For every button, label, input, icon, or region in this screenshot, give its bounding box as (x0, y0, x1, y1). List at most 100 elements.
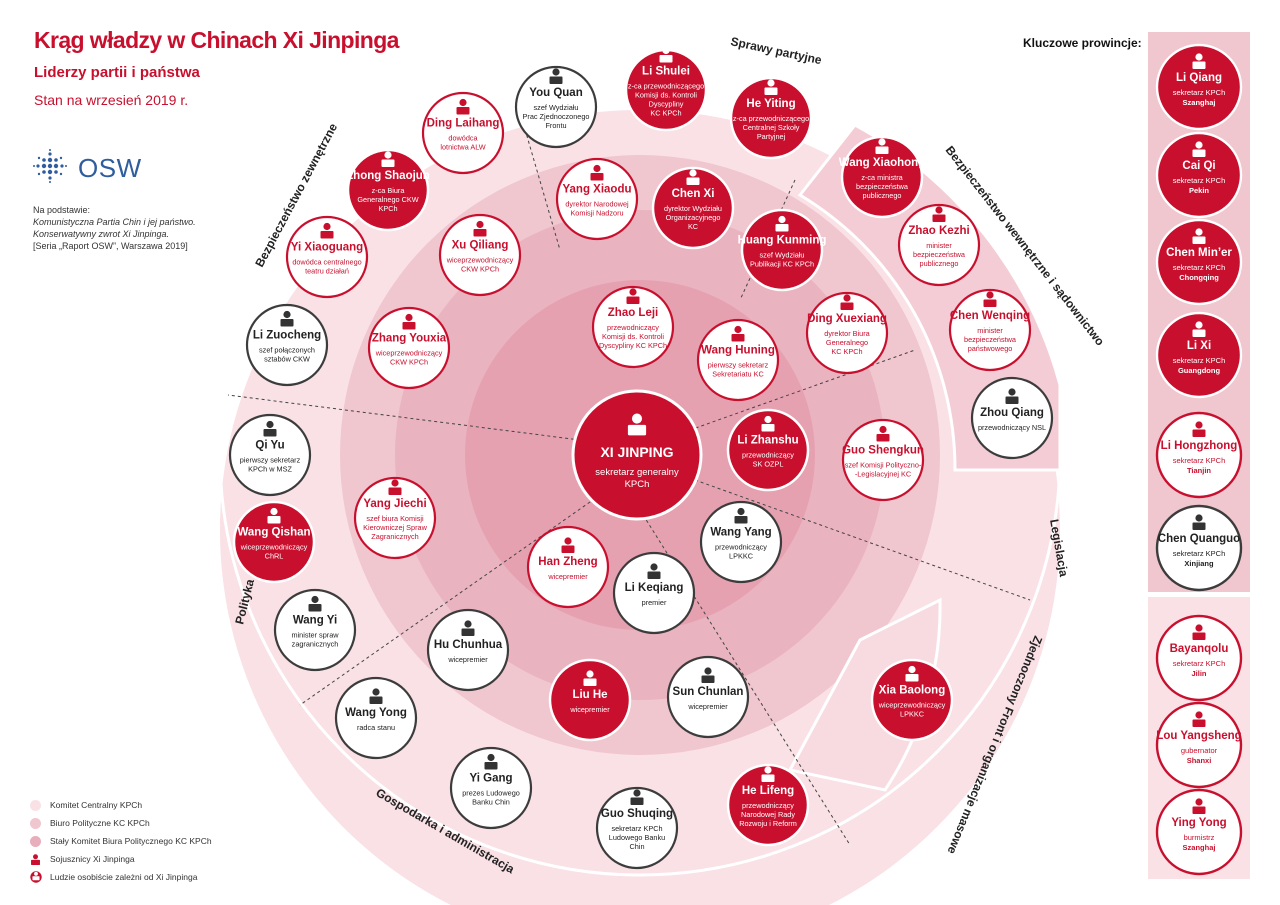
node-circle (285, 215, 369, 299)
person-role-line: publicznego (920, 259, 959, 268)
node-circle (245, 303, 329, 387)
person-node[interactable]: Wang Yong radca stanu (334, 676, 418, 760)
person-node[interactable]: Chen Wenqing ministerbezpieczeństwapaństw… (948, 288, 1032, 372)
person-node[interactable]: Ding Xuexiang dyrektor BiuraGeneralnegoKC… (805, 291, 889, 375)
legend-label: Biuro Polityczne KC KPCh (50, 818, 150, 828)
source-intro: Na podstawie: (33, 205, 91, 215)
person-name: Li Shulei (642, 66, 690, 78)
person-role-line: minister spraw (291, 631, 339, 640)
person-name: Zhong Shaojun (346, 170, 430, 182)
person-node[interactable]: Yang Jiechi szef biura KomisjiKierownicze… (353, 476, 437, 560)
node-circle (805, 291, 889, 375)
person-circle-icon (30, 871, 42, 883)
person-role-line: Organizacyjnego (666, 213, 721, 222)
person-role-line: dyrektor Biura (824, 329, 870, 338)
legend-label: Sojusznicy Xi Jinpinga (50, 854, 135, 864)
page-title: Krąg władzy w Chinach Xi Jinpinga (34, 27, 399, 53)
person-role-line: szef połączonych (259, 346, 315, 355)
node-circle (729, 76, 813, 160)
person-name: Ding Xuexiang (807, 313, 887, 325)
person-node[interactable]: Liu He wicepremier (548, 658, 632, 742)
person-node[interactable]: Wang Xiaohong z-ca ministrabezpieczeństwa… (839, 135, 925, 219)
node-circle (897, 203, 981, 287)
person-node[interactable]: Hu Chunhua wicepremier (426, 608, 510, 692)
person-role-line: z-ca Biura (372, 186, 406, 195)
person-name: Sun Chunlan (673, 686, 744, 698)
person-node[interactable]: Chen Xi dyrektor WydziałuOrganizacyjnegoK… (651, 166, 735, 250)
person-role-line: CKW KPCh (390, 358, 428, 367)
person-role-line: pierwszy sekretarz (240, 456, 301, 465)
person-node[interactable]: Wang Huning pierwszy sekretarzSekretariat… (696, 318, 780, 402)
osw-logo-text: OSW (78, 153, 142, 183)
person-name: Wang Yi (293, 615, 337, 627)
node-circle (334, 676, 418, 760)
person-name: Li Zuocheng (253, 330, 321, 342)
person-role-line: Centralnej Szkoły (743, 123, 800, 132)
person-role-line: LPKKC (900, 710, 924, 719)
person-role-line: -Legislacyjnej KC (855, 470, 911, 479)
person-name: Huang Kunming (738, 235, 827, 247)
province-person-name: Lou Yangsheng (1156, 730, 1241, 742)
person-node[interactable]: He Yiting z-ca przewodniczącegoCentralnej… (729, 76, 813, 160)
person-role-line: KC KPCh (831, 347, 862, 356)
node-circle (696, 318, 780, 402)
person-role-line: Generalnego CKW (357, 195, 418, 204)
person-role-line: Komisji ds. Kontroli (602, 332, 664, 341)
person-role-line: radca stanu (357, 723, 395, 732)
person-node[interactable]: Sun Chunlan wicepremier (666, 655, 750, 739)
person-role-line: pierwszy sekretarz (708, 361, 769, 370)
person-node[interactable]: Zhao Kezhi ministerbezpieczeństwapubliczn… (897, 203, 981, 287)
person-node[interactable]: Han Zheng wicepremier (526, 525, 610, 609)
person-role-line: ChRL (265, 552, 284, 561)
person-role-line: bezpieczeństwa (913, 250, 966, 259)
sector-label: Sprawy partyjne (729, 34, 823, 67)
provinces-heading: Kluczowe prowincje: (1023, 36, 1142, 50)
node-circle (421, 91, 505, 175)
person-name: You Quan (529, 87, 582, 99)
person-role-line: SK OZPL (753, 460, 784, 469)
person-node[interactable]: Zhou Qiang przewodniczący NSL (970, 376, 1054, 460)
node-circle (1155, 131, 1243, 219)
person-role-line: dyrektor Wydziału (664, 204, 722, 213)
person-name: Wang Huning (701, 345, 775, 357)
person-role-line: sekretarz KPCh (611, 824, 662, 833)
person-node[interactable]: Guo Shengkun szef Komisji Polityczno--Leg… (841, 418, 925, 502)
person-role-line: z-ca przewodniczącego (628, 82, 704, 91)
node-circle (666, 655, 750, 739)
node-circle (970, 376, 1054, 460)
person-role-line: KPCh (378, 204, 397, 213)
person-node[interactable]: Li Keqiang premier (612, 551, 696, 635)
node-circle (353, 476, 437, 560)
center-node[interactable]: XI JINPING sekretarz generalny KPCh (571, 389, 703, 521)
person-name: Chen Xi (672, 188, 715, 200)
